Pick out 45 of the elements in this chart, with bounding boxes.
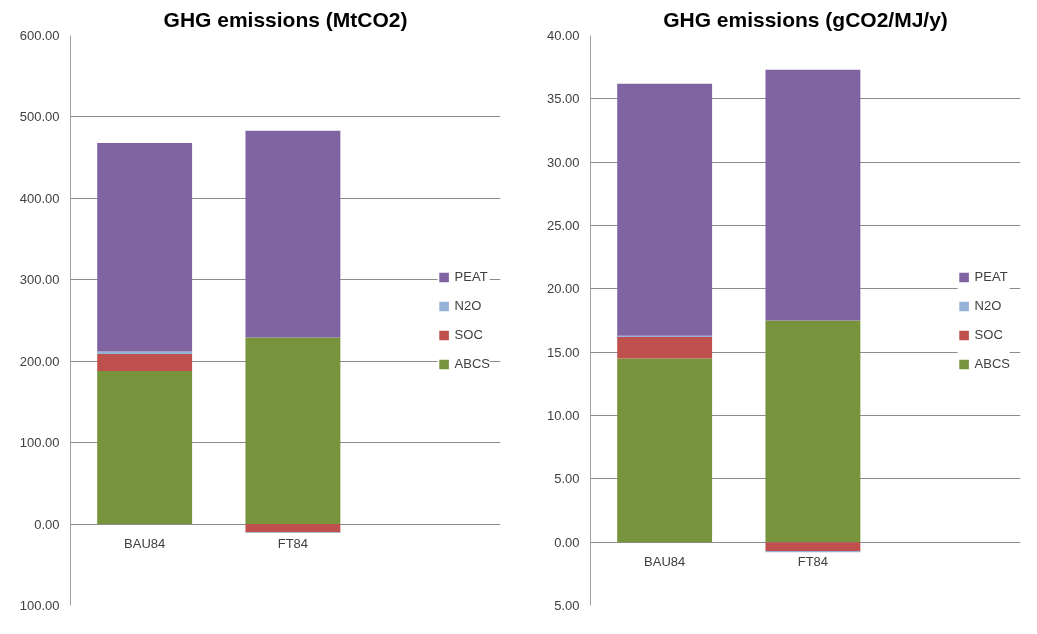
y-tick-label: 5.00: [554, 471, 580, 487]
x-tick-label: BAU84: [124, 536, 166, 552]
y-tick-label: 500.00: [19, 109, 60, 125]
x-tick-label: FT84: [797, 554, 829, 570]
legend-label: PEAT: [454, 269, 488, 284]
bar: [245, 524, 341, 533]
y-tick-label: 25.00: [546, 218, 580, 233]
bar: [617, 358, 713, 543]
y-tick-label: 200.00: [19, 353, 60, 369]
bar: [765, 320, 861, 543]
y-tick-label: 35.00: [546, 91, 580, 107]
y-tick-label: 600.00: [19, 28, 60, 43]
bar: [765, 69, 861, 321]
x-tick-label: FT84: [277, 536, 309, 552]
bar: [245, 130, 341, 338]
y-tick-label: 0.00: [34, 516, 60, 532]
bar: [245, 337, 341, 525]
y-tick-label: 40.00: [546, 28, 580, 43]
bar: [97, 370, 193, 525]
y-tick-label: 100.00: [19, 435, 60, 451]
y-tick-label: 10.00: [546, 408, 580, 423]
y-tick-label: 5.00: [554, 598, 580, 613]
bar: [97, 351, 193, 354]
legend-label: N2O: [454, 298, 482, 313]
y-tick-label: 300.00: [19, 272, 60, 288]
bar: [617, 336, 713, 359]
legend-label: ABCS: [454, 356, 490, 371]
chart-title: GHG emissions (gCO2/MJ/y): [663, 7, 948, 31]
y-tick-label: 0.00: [554, 534, 580, 550]
legend-label: PEAT: [974, 269, 1008, 284]
y-tick-label: 20.00: [546, 281, 580, 297]
y-tick-label: 30.00: [546, 154, 580, 170]
bar: [765, 542, 861, 552]
x-tick-label: BAU84: [644, 554, 686, 570]
legend-label: SOC: [454, 327, 483, 342]
bar: [97, 142, 193, 352]
chart-title: GHG emissions (MtCO2): [163, 7, 408, 31]
y-tick-label: 15.00: [546, 344, 580, 360]
bar: [617, 83, 713, 336]
bar: [97, 353, 193, 371]
legend-label: N2O: [974, 298, 1002, 313]
y-tick-label: 400.00: [19, 190, 60, 206]
legend-label: ABCS: [974, 356, 1010, 371]
y-tick-label: 100.00: [19, 598, 60, 613]
legend-label: SOC: [974, 327, 1003, 342]
